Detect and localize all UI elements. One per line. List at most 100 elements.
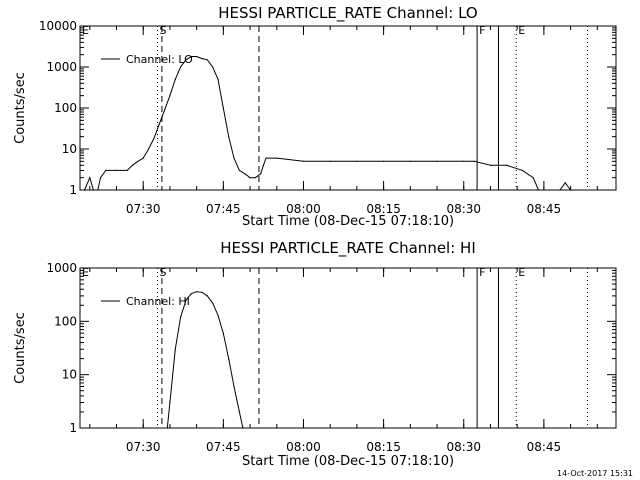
data-point — [174, 78, 176, 80]
plot-frame — [79, 267, 617, 429]
series-line — [166, 291, 244, 429]
x-tick-label: 07:30 — [126, 202, 161, 216]
data-point — [505, 164, 508, 166]
data-point — [249, 177, 251, 179]
y-axis-label: Counts/sec — [13, 312, 28, 384]
data-point — [463, 160, 465, 162]
y-tick-label: 1000 — [46, 60, 77, 74]
data-point — [276, 157, 278, 159]
data-point — [92, 189, 94, 191]
data-point — [356, 160, 358, 162]
data-point — [217, 314, 219, 316]
data-point — [228, 358, 230, 360]
x-tick-label: 08:45 — [527, 202, 562, 216]
data-point — [166, 427, 168, 429]
data-point — [137, 160, 139, 162]
data-point — [169, 95, 171, 97]
x-tick-label: 08:00 — [286, 440, 321, 454]
data-point — [233, 385, 235, 388]
data-point — [473, 160, 475, 162]
data-point — [174, 348, 176, 350]
data-point — [105, 169, 107, 171]
x-axis-label: Start Time (08-Dec-15 07:18:10) — [242, 214, 454, 229]
data-point — [217, 78, 219, 80]
data-point — [126, 169, 128, 171]
event-marker-label: E — [518, 266, 525, 279]
y-tick-label: 10000 — [39, 19, 77, 33]
event-marker-label: E — [518, 24, 525, 37]
data-point — [564, 182, 566, 184]
data-point — [148, 148, 150, 150]
x-tick-label: 07:45 — [206, 440, 241, 454]
event-marker-label: E — [82, 24, 89, 37]
data-point — [537, 189, 540, 191]
data-point — [201, 291, 203, 293]
data-point — [238, 169, 240, 171]
data-point — [409, 160, 411, 162]
data-point — [180, 66, 182, 68]
data-point — [489, 164, 492, 166]
data-point — [242, 427, 244, 429]
data-point — [83, 189, 86, 191]
data-point — [302, 160, 305, 162]
data-point — [196, 291, 198, 293]
x-tick-label: 08:45 — [527, 440, 562, 454]
data-point — [260, 173, 262, 175]
data-point — [164, 109, 166, 111]
x-tick-label: 07:30 — [126, 440, 161, 454]
data-point — [329, 160, 331, 162]
data-point — [222, 332, 224, 334]
data-point — [265, 157, 267, 159]
data-point — [228, 136, 230, 138]
data-point — [244, 173, 246, 175]
data-point — [548, 189, 550, 191]
y-tick-label: 10 — [62, 142, 77, 156]
event-marker-label: S — [159, 266, 166, 279]
x-tick-label: 08:30 — [446, 440, 481, 454]
data-point — [521, 169, 524, 171]
data-point — [89, 177, 91, 179]
y-tick-label: 100 — [54, 314, 77, 328]
y-tick-label: 100 — [54, 101, 77, 115]
data-point — [180, 316, 182, 318]
data-point — [158, 123, 160, 125]
y-tick-label: 10 — [62, 368, 77, 382]
data-point — [206, 59, 208, 61]
data-point — [169, 402, 171, 404]
data-point — [436, 160, 438, 162]
data-point — [233, 157, 235, 159]
data-point — [570, 189, 572, 191]
data-point — [383, 160, 385, 162]
timestamp-stamp: 14-Oct-2017 15:31 — [557, 469, 633, 478]
data-point — [222, 107, 224, 109]
x-tick-label: 08:30 — [446, 202, 481, 216]
data-point — [131, 164, 134, 166]
data-point — [196, 55, 198, 58]
x-tick-label: 08:15 — [366, 440, 401, 454]
event-marker-label: E — [82, 266, 89, 279]
x-axis-label: Start Time (08-Dec-15 07:18:10) — [242, 454, 454, 469]
data-point — [190, 293, 192, 295]
panel-hi: HESSI PARTICLE_RATE Channel: HI 07:30 07:4… — [13, 239, 617, 469]
series-line — [84, 56, 571, 191]
y-tick-label: 1000 — [46, 261, 77, 275]
data-point — [201, 58, 203, 60]
data-point — [206, 295, 208, 297]
data-point — [99, 177, 102, 179]
data-point — [212, 302, 214, 304]
data-point — [190, 55, 192, 58]
event-marker-label: F — [479, 266, 485, 279]
chart-title: HESSI PARTICLE_RATE Channel: HI — [220, 239, 476, 258]
data-point — [185, 59, 187, 61]
x-tick-label: 08:00 — [286, 202, 321, 216]
data-point — [97, 189, 99, 191]
data-point — [212, 66, 214, 68]
data-point — [559, 189, 561, 191]
y-tick-label: 1 — [69, 183, 77, 197]
data-point — [254, 177, 256, 179]
x-tick-label: 07:45 — [206, 202, 241, 216]
data-point — [142, 157, 144, 159]
chart-title: HESSI PARTICLE_RATE Channel: LO — [218, 4, 477, 23]
